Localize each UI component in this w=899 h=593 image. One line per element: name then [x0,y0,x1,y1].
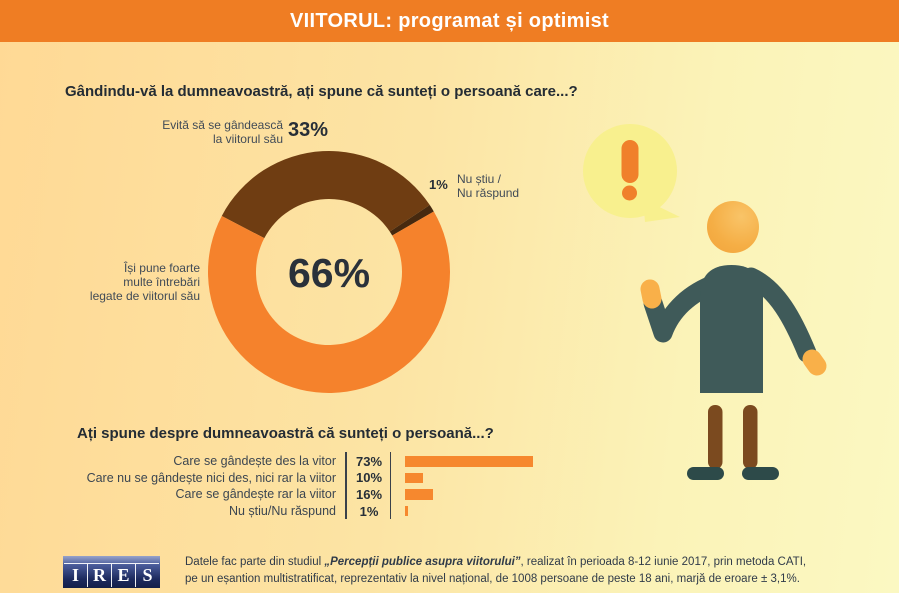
person-left-hand [640,279,662,309]
donut-slice [208,211,450,393]
study-note-suffix: , realizat în perioada 8-12 iunie 2017, … [520,556,807,568]
donut-value-evita: 33% [288,119,329,141]
bar-label: Care nu se gândește nici des, nici rar l… [86,470,336,485]
donut-slice [389,205,434,236]
bar-fill [405,456,533,467]
person-right-foot [742,467,779,480]
donut-label-nustiu: Nu știu / Nu răspund [457,172,520,201]
study-note-line2: pe un eșantion multistratificat, repreze… [185,573,800,586]
bar-label: Care se gândește rar la viitor [175,487,337,502]
bar-fill [405,505,408,517]
ires-logo-letter: E [111,564,135,587]
person-left-leg [708,405,723,469]
bar-divider-left [345,452,347,519]
exclamation-icon [621,140,639,201]
person-left-foot [687,467,724,480]
bar-value: 16% [355,486,383,502]
bar-question: Ați spune despre dumneavoastră că sunteț… [77,425,494,442]
bar-value: 73% [355,453,383,469]
bar-row: Care se gândește rar la viitor 16% [0,486,580,503]
bar-divider-right [389,452,391,519]
bar-row: Care nu se gândește nici des, nici rar l… [0,470,580,487]
bar-row: Nu știu/Nu răspund 1% [0,503,580,520]
bar-value: 1% [359,503,379,519]
person-torso [700,265,763,393]
donut-label-isipune: Își pune foarte multe întrebări legate d… [89,261,200,304]
bar-label: Nu știu/Nu răspund [228,504,336,519]
ires-logo-letter: S [135,564,159,587]
donut-label-evita: Evită să se gândească la viitorul său [162,118,283,147]
bar-fill [405,472,423,484]
person-head [707,201,759,253]
donut-value-nustiu: 1% [429,177,448,192]
donut-chart [208,151,450,393]
donut-slice [221,151,430,239]
person-figure [640,201,827,480]
bar-value: 10% [355,470,383,486]
bar-fill [405,489,434,500]
study-note-prefix: Datele fac parte din studiul [185,556,325,568]
study-title: „Percepții publice asupra viitorului” [324,556,521,568]
donut-center-value: 66% [287,250,371,296]
ires-logo-letter: R [87,564,111,587]
person-illustration [583,124,827,480]
page-title: VIITORUL: programat și optimist [0,0,899,42]
person-right-leg [743,405,758,469]
ires-logo: I R E S [63,556,160,588]
bar-row: Care se gândește des la vitor 73% [0,453,580,470]
speech-bubble [583,124,680,222]
bar-chart: Care se gândește des la vitor 73% Care n… [0,453,580,519]
study-note: Datele fac parte din studiul „Percepții … [185,554,890,589]
person-right-hand [802,349,827,376]
bar-label: Care se gândește des la vitor [173,454,336,469]
donut-question: Gândindu-vă la dumneavoastră, ați spune … [65,83,578,100]
ires-logo-letter: I [71,565,79,585]
